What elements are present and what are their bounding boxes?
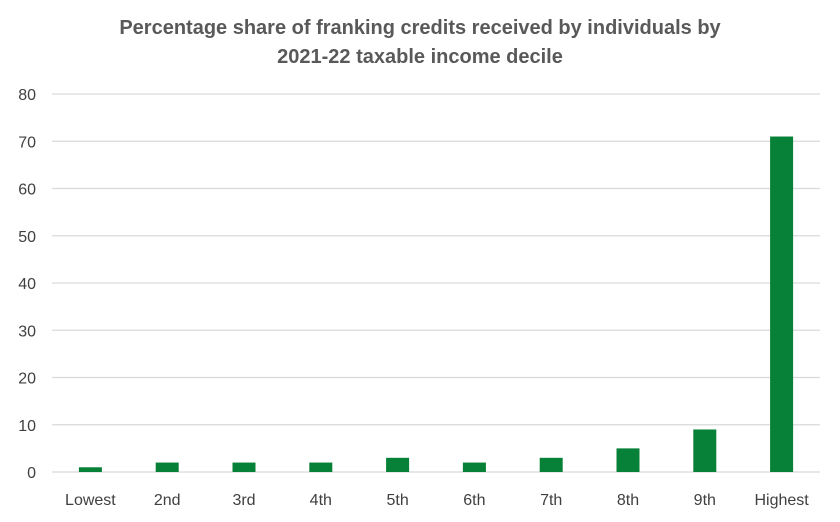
bar-4th: [309, 462, 333, 472]
y-tick-label: 70: [18, 134, 36, 151]
bar-9th: [693, 429, 717, 472]
bar-highest: [770, 136, 794, 472]
y-axis-tick-labels: 0 10 20 30 40 50 60 70 80: [18, 87, 36, 482]
y-tick-label: 60: [18, 182, 36, 199]
bar-5th: [386, 457, 410, 472]
x-tick-label: 7th: [540, 492, 562, 509]
x-tick-label: 4th: [310, 492, 332, 509]
x-tick-label: Highest: [754, 492, 809, 509]
chart-title: Percentage share of franking credits rec…: [0, 14, 840, 72]
bar-3rd: [232, 462, 256, 472]
chart-title-line-2: 2021-22 taxable income decile: [277, 46, 563, 68]
bars: [78, 136, 794, 472]
y-tick-label: 20: [18, 371, 36, 388]
x-tick-label: Lowest: [65, 492, 116, 509]
x-tick-label: 8th: [617, 492, 639, 509]
y-tick-label: 40: [18, 276, 36, 293]
y-tick-label: 50: [18, 229, 36, 246]
bar-6th: [462, 462, 486, 472]
x-tick-label: 3rd: [232, 492, 255, 509]
x-tick-label: 6th: [463, 492, 485, 509]
y-tick-label: 0: [27, 465, 36, 482]
x-tick-label: 2nd: [154, 492, 181, 509]
x-tick-label: 5th: [386, 492, 408, 509]
bar-lowest: [78, 467, 102, 472]
y-tick-label: 30: [18, 323, 36, 340]
bar-8th: [616, 448, 640, 472]
chart-title-line-1: Percentage share of franking credits rec…: [119, 17, 721, 39]
y-tick-label: 10: [18, 418, 36, 435]
gridlines: [52, 93, 820, 473]
x-axis-tick-labels: Lowest 2nd 3rd 4th 5th 6th 7th 8th 9th Highest: [65, 492, 809, 509]
x-tick-label: 9th: [694, 492, 716, 509]
y-tick-label: 80: [18, 87, 36, 104]
bar-2nd: [155, 462, 179, 472]
bar-7th: [539, 457, 563, 472]
